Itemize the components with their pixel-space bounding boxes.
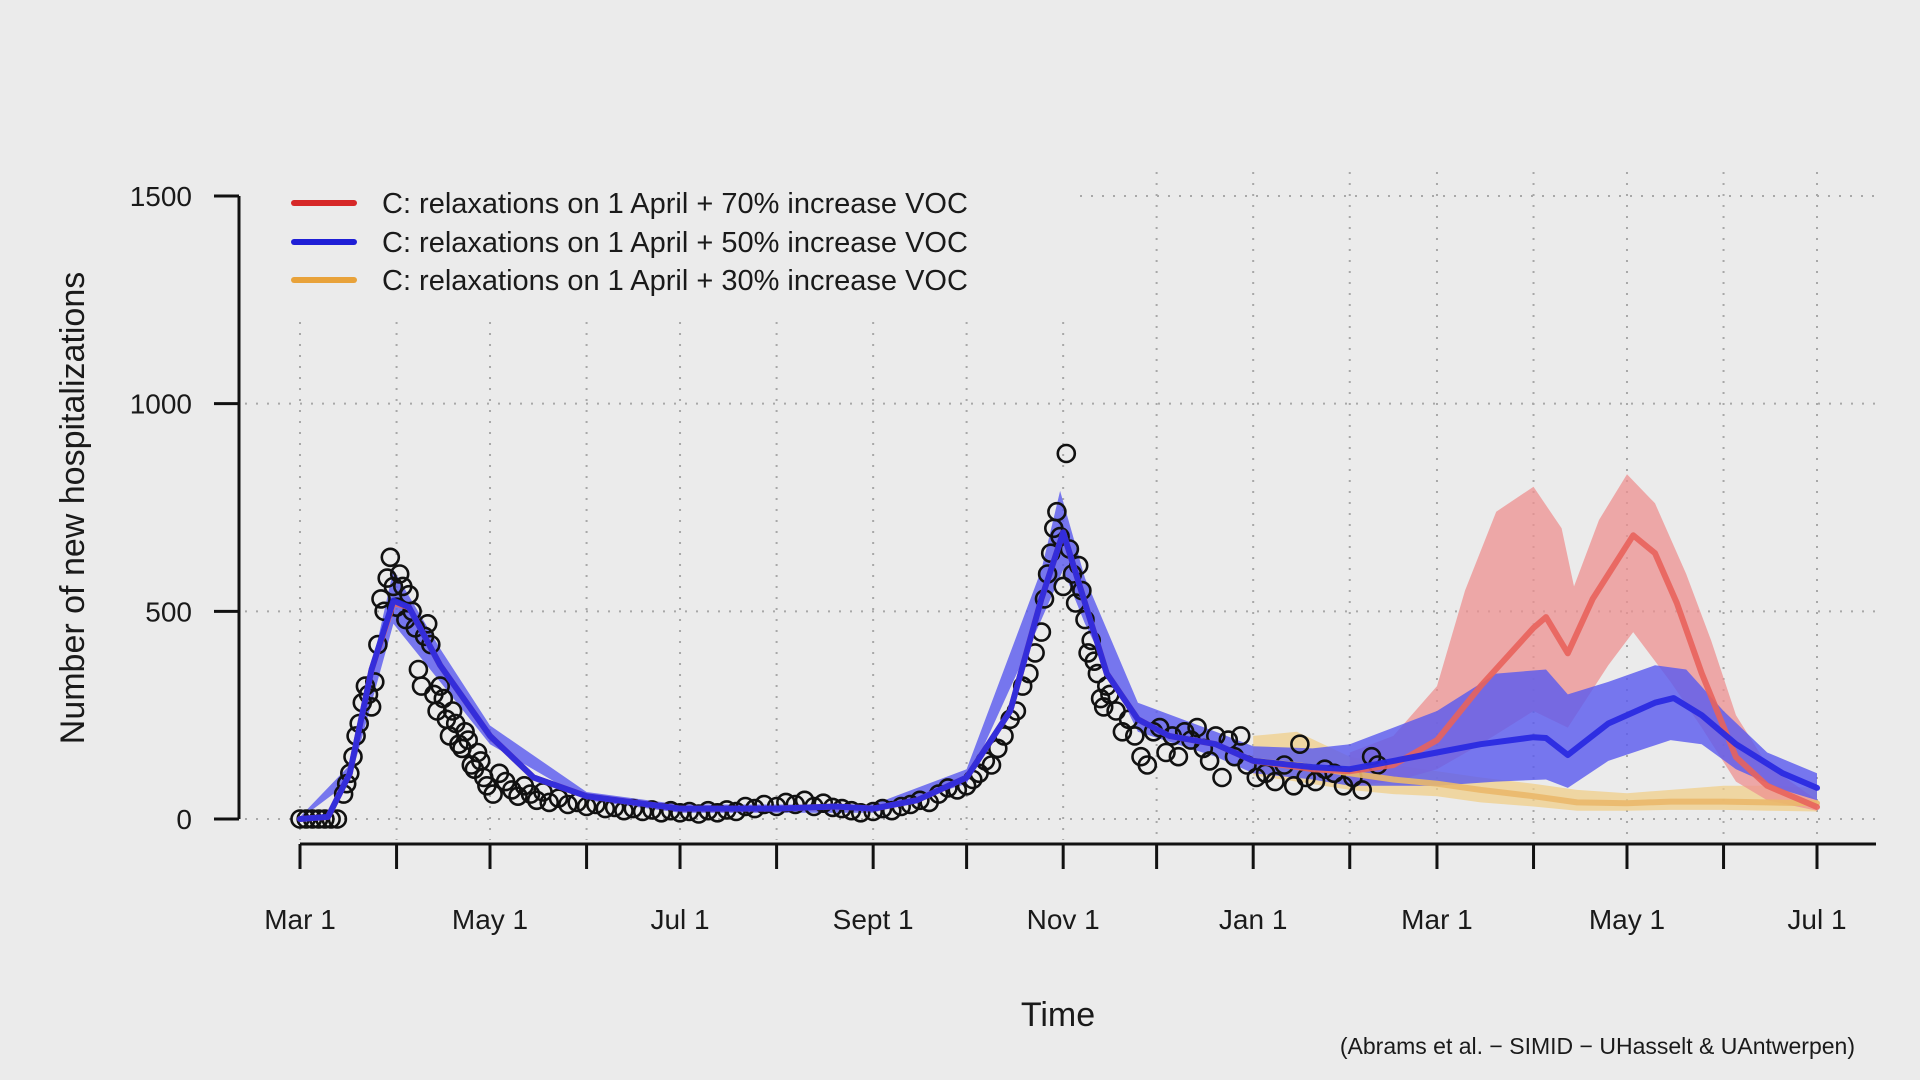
x-tick-label: May 1 (1589, 904, 1665, 935)
data-point (863, 801, 884, 822)
data-point (1187, 717, 1207, 738)
legend-label: C: relaxations on 1 April + 70% increase… (382, 188, 968, 220)
data-point (707, 802, 728, 823)
legend-label: C: relaxations on 1 April + 50% increase… (382, 227, 968, 259)
data-point (483, 784, 503, 804)
x-tick-label: Nov 1 (1027, 904, 1100, 935)
x-tick-label: Mar 1 (264, 904, 336, 935)
y-ticks: 0 500 1000 1500 (130, 181, 239, 835)
data-point (688, 804, 709, 824)
data-point (850, 802, 871, 823)
median-line-50pct (297, 529, 1820, 822)
data-point (1290, 734, 1310, 755)
data-point (1265, 771, 1285, 792)
x-axis-title: Time (1021, 996, 1095, 1034)
y-axis: 0 500 1000 1500 (130, 181, 241, 835)
data-point (442, 701, 463, 721)
y-tick-label: 1000 (130, 389, 192, 420)
legend: C: relaxations on 1 April + 70% increase… (291, 188, 968, 297)
data-point (670, 802, 690, 823)
observed-points (290, 443, 1388, 829)
data-point (1168, 746, 1189, 767)
data-point (813, 793, 834, 814)
data-point (458, 730, 479, 750)
uncertainty-bands (300, 474, 1817, 819)
data-point (642, 800, 662, 820)
data-point (1246, 767, 1267, 788)
data-point (754, 794, 774, 815)
x-tick-label: Mar 1 (1401, 904, 1473, 935)
credit-text: (Abrams et al. − SIMID − UHasselt & UAnt… (1340, 1033, 1855, 1059)
x-axis: Mar 1 May 1 Jul 1 Sept 1 Nov 1 Jan 1 Mar 1 May … (264, 842, 1876, 935)
x-ticks: Mar 1 May 1 Jul 1 Sept 1 Nov 1 Jan 1 Mar 1 May … (264, 844, 1847, 935)
x-tick-label: Jul 1 (1787, 904, 1846, 935)
median-lines (297, 529, 1820, 822)
data-point (1047, 501, 1067, 522)
data-point (467, 742, 488, 763)
grid (245, 172, 1876, 840)
data-point (520, 784, 541, 804)
data-point (371, 589, 391, 609)
data-point (1156, 742, 1176, 763)
data-point (1212, 767, 1232, 788)
data-point (430, 676, 451, 696)
y-axis-title: Number of new hospitalizations (54, 272, 92, 744)
data-point (408, 659, 429, 680)
data-point (433, 688, 454, 709)
data-point (1305, 771, 1326, 792)
x-tick-label: Sept 1 (833, 904, 914, 935)
x-tick-label: Jul 1 (650, 904, 709, 935)
legend-label: C: relaxations on 1 April + 30% increase… (382, 265, 968, 297)
data-point (1137, 755, 1158, 775)
data-point (455, 721, 475, 742)
y-tick-label: 500 (145, 596, 192, 627)
data-point (539, 792, 560, 813)
data-point (501, 780, 522, 800)
data-point (981, 755, 1002, 775)
data-point (411, 676, 432, 696)
data-point (558, 794, 578, 815)
y-tick-label: 1500 (130, 181, 192, 212)
data-point (508, 786, 528, 807)
data-point (1199, 751, 1220, 771)
data-point (1056, 443, 1077, 464)
band-30pct (1253, 731, 1817, 812)
data-point (785, 794, 806, 815)
x-tick-label: Jan 1 (1219, 904, 1288, 935)
y-tick-label: 0 (176, 804, 192, 835)
x-tick-label: May 1 (452, 904, 528, 935)
data-point (1352, 780, 1372, 800)
data-point (1053, 576, 1073, 597)
data-point (1230, 726, 1251, 746)
data-point (380, 547, 401, 568)
data-point (389, 564, 410, 584)
data-point (1125, 726, 1145, 746)
